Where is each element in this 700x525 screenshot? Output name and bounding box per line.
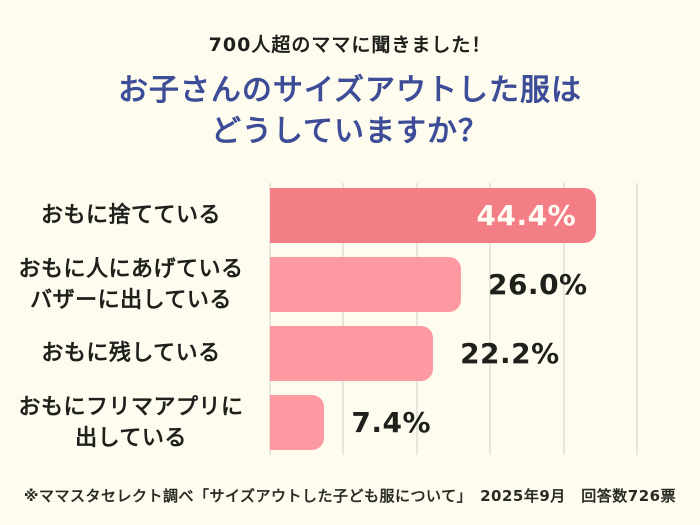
page-title-line-1: お子さんのサイズアウトした服は	[117, 73, 583, 108]
category-label-line: おもに人にあげている	[18, 256, 244, 282]
category-label-line: 出している	[75, 425, 187, 451]
bar-track: 7.4%	[270, 395, 674, 450]
category-label-line: おもにフリマアプリに	[18, 394, 244, 420]
gridline	[636, 183, 639, 455]
source-note: ※ママスタセレクト調べ「サイズアウトした子ども服について」 2025年9月 回答…	[23, 487, 677, 505]
gridline	[342, 183, 345, 455]
gridline	[415, 183, 418, 455]
category-label: おもに残している	[0, 326, 262, 381]
gridline	[269, 183, 271, 455]
category-label: おもに捨てている	[0, 188, 262, 243]
value-label: 22.2%	[460, 337, 560, 370]
gridline	[562, 183, 565, 455]
bar-track: 22.2%	[270, 326, 674, 381]
page-title: お子さんのサイズアウトした服は どうしていますか？	[0, 70, 700, 152]
bar: 44.4%	[270, 188, 597, 243]
category-label: おもにフリマアプリに 出している	[0, 394, 262, 451]
bar	[270, 326, 434, 381]
bar-track: 26.0%	[270, 257, 674, 312]
survey-subtitle: 700人超のママに聞きました！	[208, 34, 492, 56]
bar	[270, 257, 461, 312]
category-label: おもに人にあげている バザーに出している	[0, 256, 262, 313]
category-label-line: おもに捨てている	[40, 203, 221, 228]
value-label: 44.4%	[476, 199, 577, 232]
bar-row: おもに人にあげている バザーに出している 26.0%	[0, 256, 700, 313]
gridline	[489, 183, 492, 455]
plot-grid	[269, 183, 674, 455]
bar-row: おもにフリマアプリに 出している 7.4%	[0, 394, 700, 451]
bar-row: おもに残している 22.2%	[0, 326, 700, 381]
bar	[270, 395, 325, 450]
value-label: 7.4%	[351, 406, 431, 439]
page-title-line-2: どうしていますか？	[210, 114, 490, 149]
value-label: 26.0%	[487, 268, 588, 301]
bar-row: おもに捨てている 44.4%	[0, 188, 700, 243]
category-label-line: おもに残している	[41, 341, 221, 366]
category-label-line: バザーに出している	[30, 287, 232, 313]
bar-track: 44.4%	[270, 188, 674, 243]
